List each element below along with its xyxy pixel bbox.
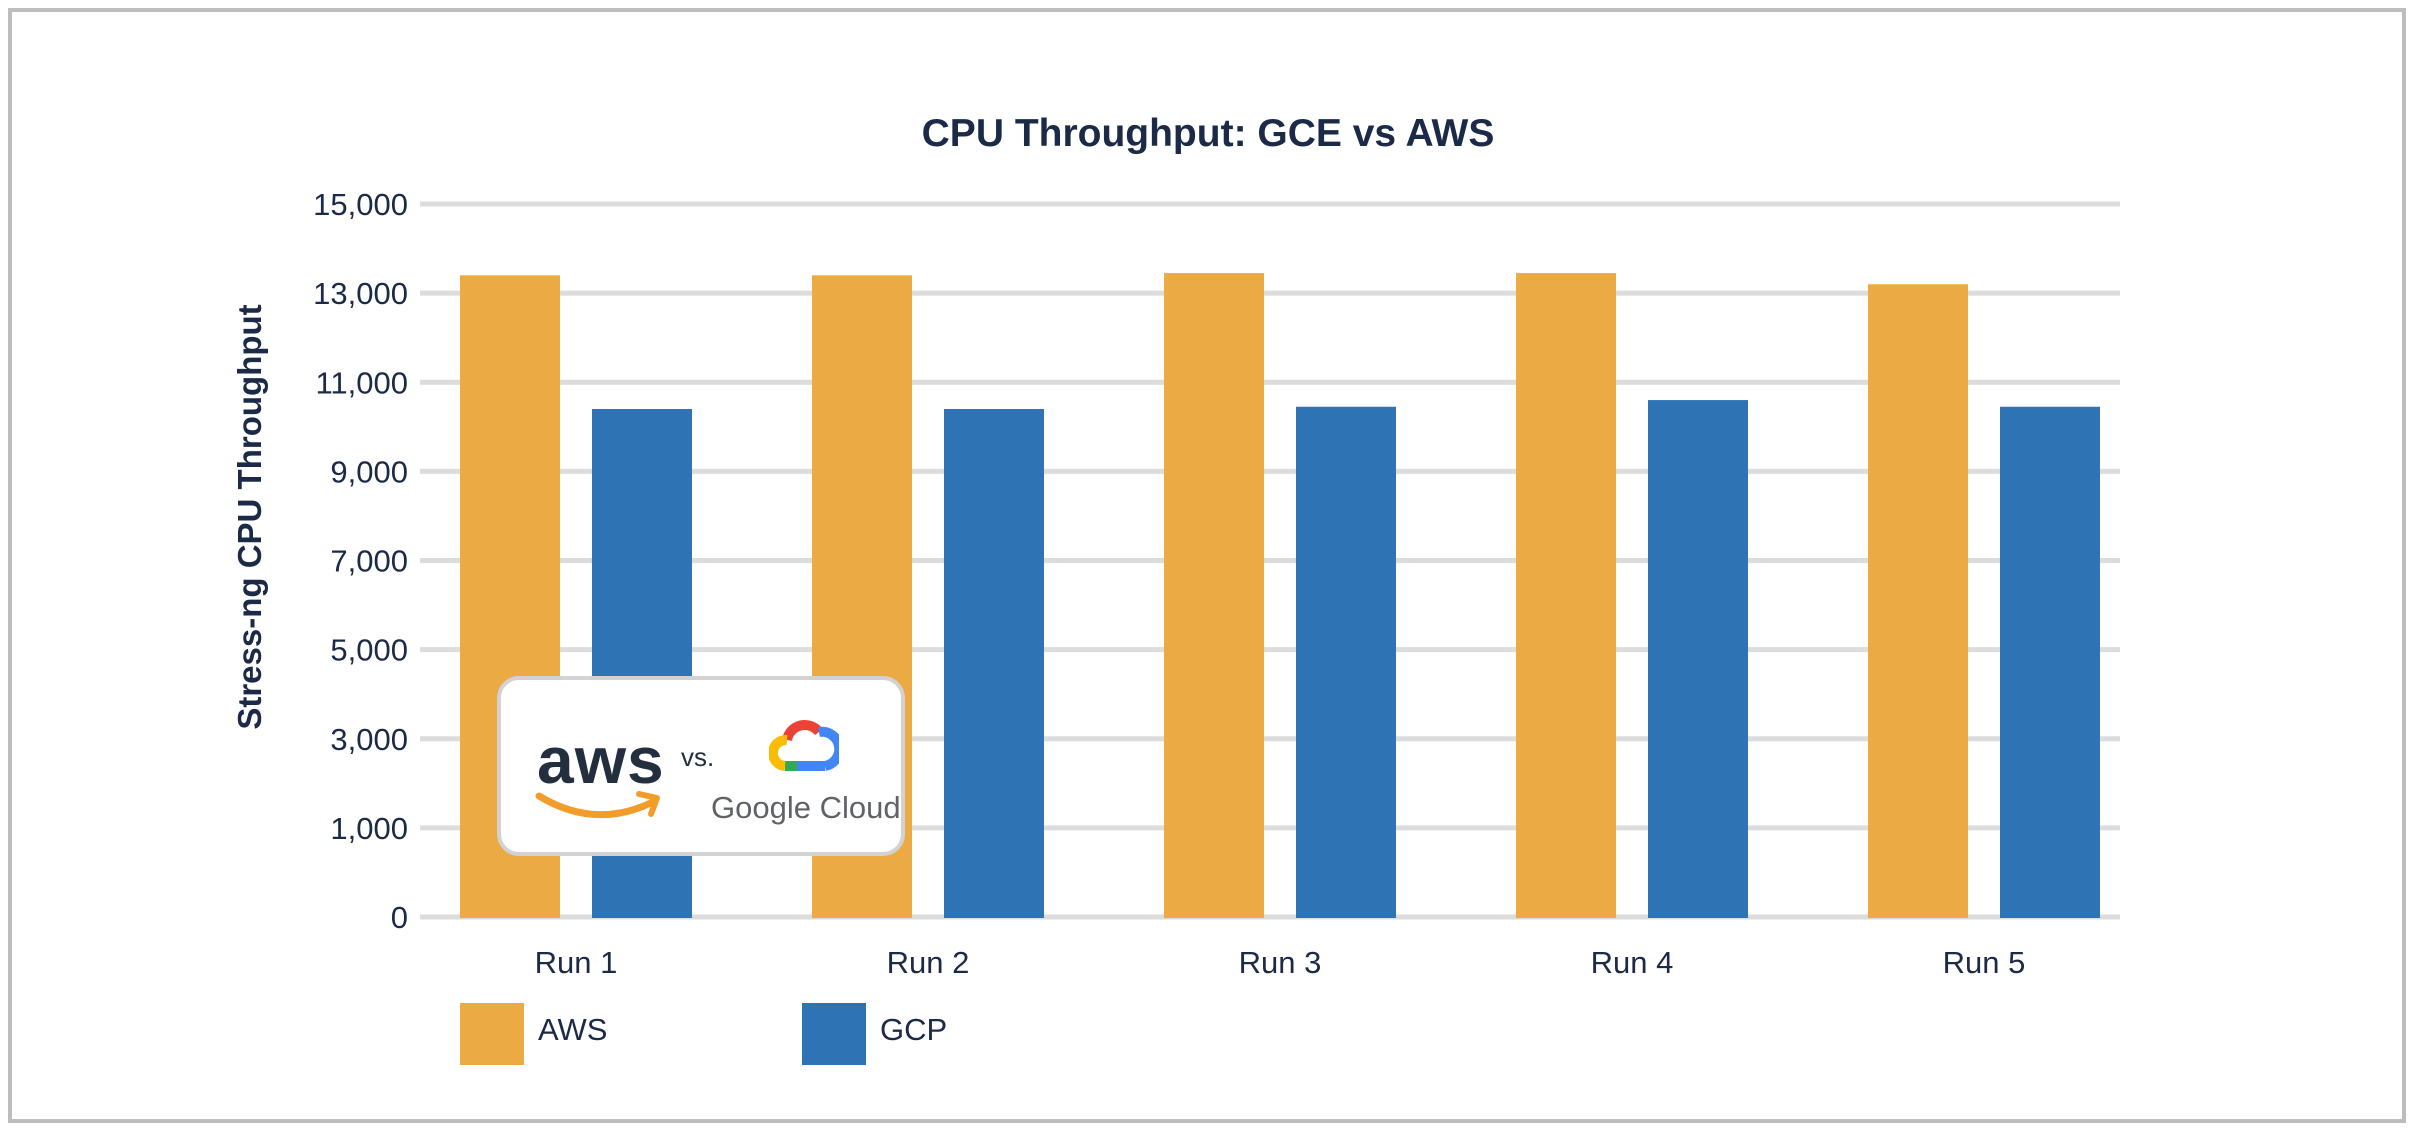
gridline — [420, 558, 2120, 563]
legend-label-aws: AWS — [538, 1012, 607, 1047]
bar-aws-run-5 — [1868, 284, 1968, 918]
legend: AWS GCP — [460, 1003, 947, 1065]
y-tick-label: 1,000 — [330, 811, 408, 846]
chart-frame — [8, 8, 2406, 1123]
gridlines — [420, 201, 2120, 920]
y-tick-label: 7,000 — [330, 544, 408, 579]
x-tick-label: Run 3 — [1239, 945, 1322, 980]
bar-gcp-run-3 — [1296, 406, 1396, 918]
bar-gcp-run-4 — [1648, 400, 1748, 918]
gridline — [420, 290, 2120, 296]
y-tick-label: 9,000 — [330, 454, 408, 489]
gridline — [420, 914, 2120, 920]
vs-text: vs. — [681, 742, 715, 772]
y-tick-label: 0 — [391, 900, 408, 935]
gridline — [420, 825, 2120, 831]
y-tick-label: 13,000 — [313, 276, 408, 311]
gridline — [420, 736, 2120, 742]
x-tick-label: Run 1 — [535, 945, 618, 980]
x-tick-label: Run 5 — [1943, 945, 2026, 980]
legend-label-gcp: GCP — [880, 1012, 947, 1047]
y-tick-label: 3,000 — [330, 722, 408, 757]
bar-aws-run-4 — [1516, 273, 1616, 918]
aws-smile-icon — [535, 791, 660, 819]
x-axis-labels: Run 1 Run 2 Run 3 Run 4 Run 5 — [535, 945, 2026, 980]
google-cloud-icon — [769, 720, 839, 771]
y-tick-label: 5,000 — [330, 633, 408, 668]
aws-logo-text: aws — [537, 723, 665, 797]
x-tick-label: Run 4 — [1591, 945, 1674, 980]
y-tick-label: 15,000 — [313, 187, 408, 222]
y-tick-label: 11,000 — [315, 365, 408, 400]
bar-gcp-run-5 — [2000, 406, 2100, 918]
chart-title: CPU Throughput: GCE vs AWS — [921, 112, 1495, 155]
bar-aws-run-3 — [1164, 273, 1264, 918]
x-tick-label: Run 2 — [887, 945, 970, 980]
gridline — [420, 647, 2120, 653]
aws-vs-google-cloud-logo: aws vs. Google Cloud — [497, 676, 905, 856]
y-axis-ticks: 0 1,000 3,000 5,000 7,000 9,000 11,000 13,000 15… — [313, 187, 408, 935]
gridline — [420, 468, 2120, 474]
gridline — [420, 201, 2120, 207]
legend-swatch-aws — [460, 1003, 524, 1065]
bar-gcp-run-2 — [944, 408, 1044, 918]
legend-swatch-gcp — [802, 1003, 866, 1065]
gridline — [420, 379, 2120, 385]
google-cloud-logo-text: Google Cloud — [711, 790, 901, 825]
